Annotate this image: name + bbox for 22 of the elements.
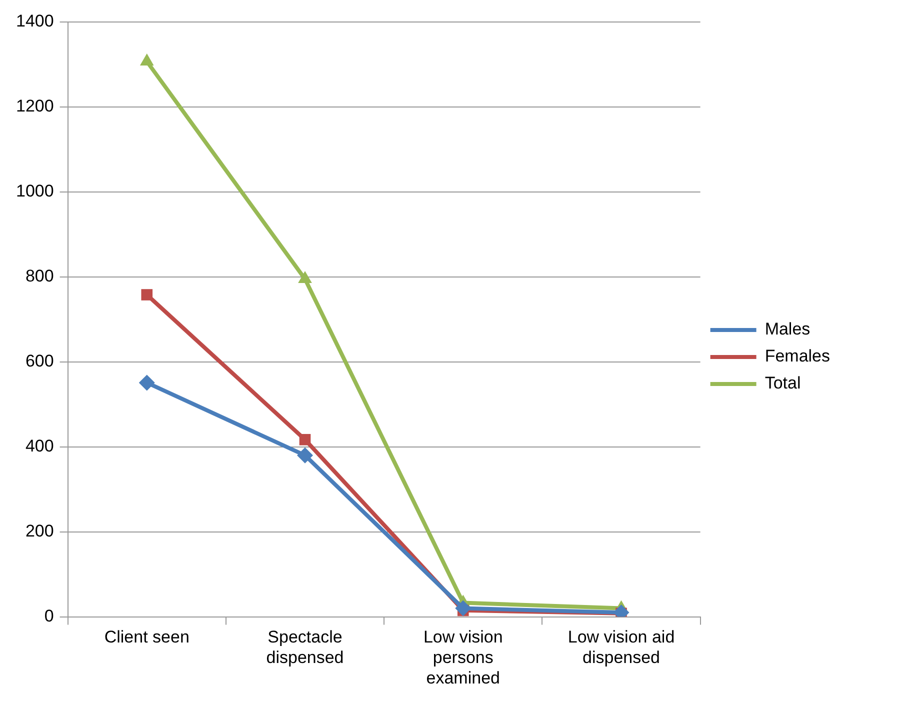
y-tick-label: 800: [25, 266, 54, 286]
y-tick-label: 0: [44, 606, 54, 626]
y-tick-label: 400: [25, 436, 54, 456]
legend-label: Total: [764, 374, 801, 393]
y-tick-label: 1200: [16, 96, 54, 116]
point: [299, 434, 311, 446]
point: [140, 54, 154, 66]
point: [141, 289, 153, 300]
point: [298, 271, 312, 284]
x-tick-label: Low vision aid dispensed: [568, 628, 675, 668]
y-tick-label: 1000: [16, 182, 54, 201]
y-tick-label: 200: [25, 522, 54, 541]
legend-label: Males: [764, 320, 810, 339]
x-tick-label: Spectacle dispensed: [266, 628, 344, 668]
y-tick-label: 600: [25, 352, 54, 371]
point: [455, 600, 472, 616]
x-tick-label: Low vision persons examined: [423, 628, 503, 688]
point: [297, 447, 314, 464]
y-tick-label: 1400: [16, 12, 54, 31]
point: [138, 374, 155, 391]
legend-label: Females: [764, 346, 830, 366]
x-tick-label: Client seen: [104, 628, 190, 647]
